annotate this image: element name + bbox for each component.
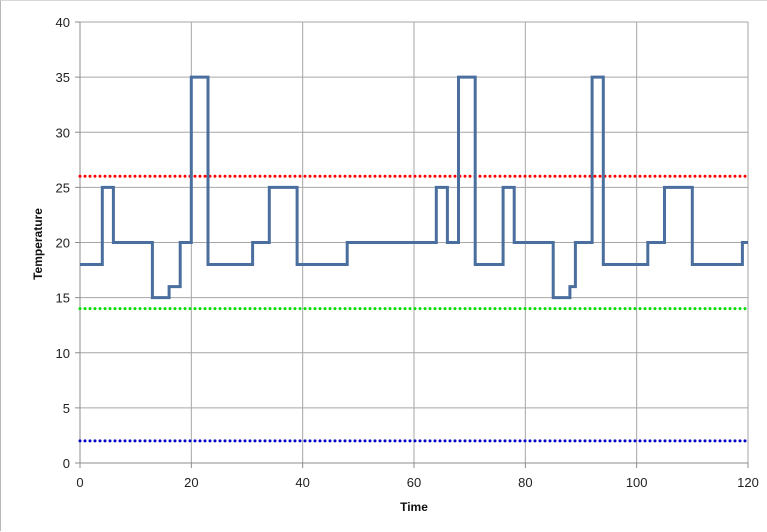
y-tick-label: 20 — [56, 236, 70, 251]
temperature-series-line — [80, 75, 748, 300]
y-tick-label: 30 — [56, 125, 70, 140]
x-tick-label: 20 — [184, 475, 198, 490]
y-axis-title: Temperature — [31, 208, 45, 280]
y-tick-label: 15 — [56, 291, 70, 306]
tick-labels: 0 5 10 15 20 25 30 35 40 0 20 40 60 80 100 120 — [56, 15, 759, 490]
y-tick-label: 5 — [63, 401, 70, 416]
x-tick-label: 100 — [626, 475, 648, 490]
y-tick-label: 0 — [63, 456, 70, 471]
x-tick-label: 60 — [407, 475, 421, 490]
x-tick-label: 0 — [76, 475, 83, 490]
x-tick-label: 120 — [737, 475, 759, 490]
series-layer — [78, 75, 750, 443]
x-tick-label: 80 — [518, 475, 532, 490]
x-axis-title: Time — [400, 500, 428, 514]
y-tick-label: 25 — [56, 180, 70, 195]
y-tick-label: 40 — [56, 15, 70, 30]
y-tick-label: 10 — [56, 346, 70, 361]
y-tick-label: 35 — [56, 70, 70, 85]
x-tick-label: 40 — [295, 475, 309, 490]
